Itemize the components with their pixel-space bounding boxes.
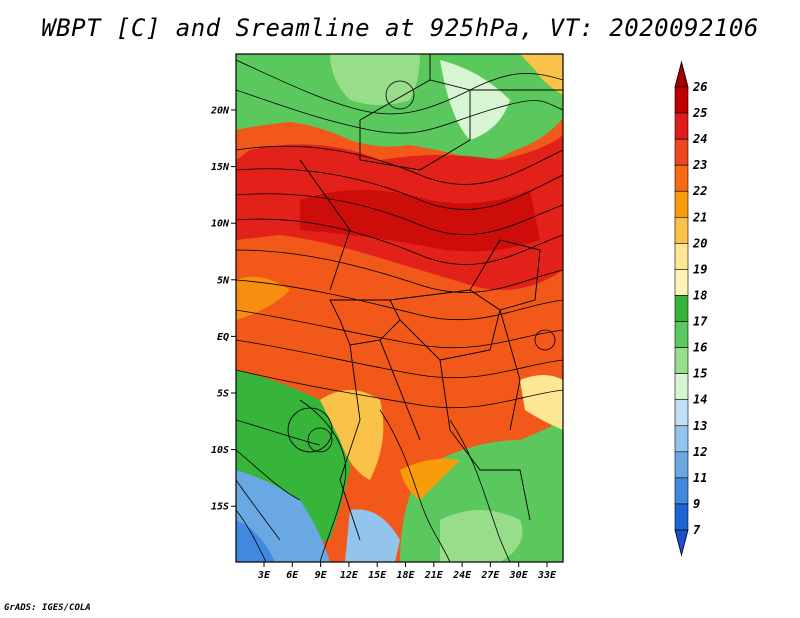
colorbar-label: 22	[692, 184, 707, 198]
colorbar-label: 25	[692, 106, 707, 120]
colorbar-segment	[674, 451, 689, 479]
colorbar-label: 9	[693, 497, 700, 511]
colorbar-segment	[674, 503, 689, 531]
colorbar-segment	[674, 295, 689, 322]
colorbar-label: 20	[692, 236, 707, 250]
colorbar-label: 15	[693, 367, 707, 381]
wbpt-field	[236, 54, 563, 562]
colorbar-label: 12	[693, 445, 707, 459]
colorbar-segment	[674, 190, 689, 218]
lon-tick-label: 33E	[537, 570, 557, 581]
lon-tick-label: 21E	[424, 570, 444, 581]
colorbar-segment	[674, 347, 689, 374]
colorbar-segment	[674, 243, 689, 270]
lon-tick-label: 6E	[286, 570, 299, 581]
lat-tick-label: 5S	[217, 389, 229, 400]
colorbar-segment	[674, 321, 689, 348]
colorbar-label: 17	[693, 315, 708, 329]
colorbar-label: 7	[693, 523, 701, 537]
lon-tick-label: 15E	[368, 570, 387, 581]
colorbar-segment	[674, 216, 689, 244]
lat-tick-label: 15N	[211, 162, 230, 173]
colorbar-label: 26	[692, 80, 707, 94]
colorbar-segment	[674, 112, 689, 140]
colorbar-label: 19	[693, 262, 707, 276]
colorbar-label: 13	[693, 419, 707, 433]
lon-tick-label: 12E	[340, 570, 359, 581]
streamlines	[236, 59, 563, 562]
colorbar-segment	[674, 86, 689, 114]
colorbar-label: 11	[693, 471, 707, 485]
lon-tick-label: 18E	[396, 570, 415, 581]
lat-tick-label: 10S	[211, 445, 229, 456]
map-frame	[235, 53, 564, 563]
lon-tick-label: 30E	[509, 570, 529, 581]
lon-tick-label: 27E	[480, 570, 500, 581]
colorbar-segment	[674, 138, 689, 166]
colorbar-segment	[674, 425, 689, 453]
longitude-axis: 3E 6E 9E 12E 15E 18E 21E 24E 27E 30E 33E	[257, 562, 557, 581]
colorbar-bottom-arrow	[674, 529, 689, 557]
colorbar-label: 24	[692, 132, 707, 146]
colorbar-label: 23	[692, 158, 707, 172]
latitude-axis: 20N 15N 10N 5N EQ 5S 10S 15S	[210, 106, 236, 513]
colorbar-label: 18	[693, 288, 707, 302]
colorbar-label: 21	[692, 210, 707, 224]
lon-tick-label: 3E	[257, 570, 271, 581]
colorbar-segment	[674, 373, 689, 401]
colorbar-segment	[674, 164, 689, 192]
lon-tick-label: 9E	[315, 570, 328, 581]
colorbar-label: 14	[693, 393, 707, 407]
country-borders	[299, 54, 563, 541]
colorbar-label: 16	[693, 341, 707, 355]
lat-tick-label: 20N	[210, 106, 230, 117]
lat-tick-label: 10N	[211, 219, 230, 230]
colorbar: 26 25 24 23 22 21 20 19 18 17 16 15 14 13 12 11 9 7	[674, 60, 708, 557]
lon-tick-label: 24E	[452, 570, 472, 581]
lat-tick-label: 5N	[217, 275, 230, 286]
colorbar-top-arrow	[674, 60, 689, 88]
colorbar-segment	[674, 399, 689, 427]
lat-tick-label: EQ	[217, 332, 229, 343]
chart-title: WBPT [C] and Sreamline at 925hPa, VT: 20…	[41, 14, 759, 42]
colorbar-segment	[674, 477, 689, 505]
colorbar-segment	[674, 269, 689, 296]
lat-tick-label: 15S	[211, 502, 229, 513]
footer-credit: GrADS: IGES/COLA	[4, 603, 91, 613]
